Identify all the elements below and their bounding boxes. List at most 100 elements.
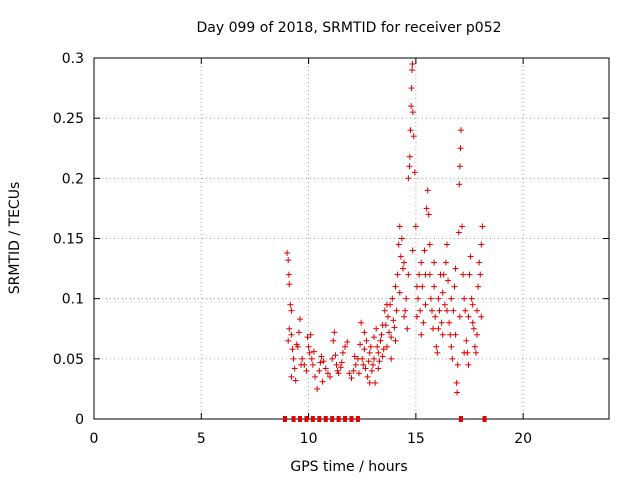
- data-point: [332, 352, 339, 359]
- data-point: [440, 271, 447, 278]
- data-point: [468, 295, 475, 302]
- data-point: [397, 253, 404, 260]
- data-point: [448, 343, 455, 350]
- data-point: [404, 325, 411, 332]
- data-point: [291, 365, 298, 372]
- data-point: [375, 365, 382, 372]
- data-point: [286, 325, 293, 332]
- zero-mark: [317, 416, 322, 422]
- data-point: [383, 343, 390, 350]
- zero-mark: [355, 416, 360, 422]
- data-point: [366, 379, 373, 386]
- zero-mark: [330, 416, 335, 422]
- data-point: [461, 349, 468, 356]
- data-point: [287, 301, 294, 308]
- data-point: [366, 349, 373, 356]
- data-point: [446, 319, 453, 326]
- data-point: [369, 361, 376, 368]
- data-point: [285, 257, 292, 264]
- data-point: [379, 353, 386, 360]
- data-point: [306, 349, 313, 356]
- data-point: [476, 259, 483, 266]
- data-point: [462, 307, 469, 314]
- data-point: [441, 301, 448, 308]
- data-point: [356, 370, 363, 377]
- data-point: [364, 373, 371, 380]
- data-point: [461, 295, 468, 302]
- data-point: [290, 355, 297, 362]
- data-point: [469, 301, 476, 308]
- data-point: [309, 361, 316, 368]
- data-point: [428, 307, 435, 314]
- data-point: [474, 307, 481, 314]
- data-point: [416, 271, 423, 278]
- data-point: [330, 337, 337, 344]
- data-point: [371, 355, 378, 362]
- data-point: [460, 271, 467, 278]
- data-point: [459, 223, 466, 230]
- data-point: [303, 367, 310, 374]
- zero-mark: [336, 416, 341, 422]
- zero-mark: [323, 416, 328, 422]
- data-point: [319, 378, 326, 385]
- data-point: [474, 331, 481, 338]
- data-point: [409, 61, 416, 68]
- data-point: [425, 211, 432, 218]
- y-tick-label: 0.3: [62, 51, 84, 67]
- data-point: [396, 289, 403, 296]
- data-point: [388, 334, 395, 341]
- data-point: [360, 361, 367, 368]
- data-point: [450, 307, 457, 314]
- data-point: [434, 349, 441, 356]
- zero-mark: [310, 416, 315, 422]
- data-point: [421, 247, 428, 254]
- data-point: [438, 319, 445, 326]
- x-tick-label: 5: [197, 431, 206, 447]
- data-point: [463, 337, 470, 344]
- data-point: [413, 313, 420, 320]
- data-point: [445, 277, 452, 284]
- x-tick-label: 10: [300, 431, 318, 447]
- y-tick-label: 0.2: [62, 171, 84, 187]
- data-point: [475, 283, 482, 290]
- data-point: [412, 223, 419, 230]
- x-axis-title: GPS time / hours: [290, 459, 407, 475]
- data-point: [318, 353, 325, 360]
- data-point: [405, 175, 412, 182]
- data-point: [357, 341, 364, 348]
- data-point: [350, 367, 357, 374]
- data-point: [426, 241, 433, 248]
- data-point: [331, 329, 338, 336]
- data-point: [327, 373, 334, 380]
- data-point: [367, 343, 374, 350]
- data-point: [362, 365, 369, 372]
- data-point: [426, 271, 433, 278]
- data-point: [289, 346, 296, 353]
- data-point: [295, 329, 302, 336]
- data-point: [453, 379, 460, 386]
- data-point: [431, 259, 438, 266]
- data-point: [431, 283, 438, 290]
- data-point: [408, 103, 415, 110]
- data-point: [427, 295, 434, 302]
- data-point: [316, 367, 323, 374]
- data-point: [381, 307, 388, 314]
- data-point: [406, 153, 413, 160]
- data-point: [396, 223, 403, 230]
- data-point: [376, 358, 383, 365]
- y-tick-label: 0.15: [53, 232, 84, 248]
- data-point: [317, 359, 324, 366]
- data-point: [470, 325, 477, 332]
- data-point: [409, 67, 416, 74]
- data-point: [413, 283, 420, 290]
- data-point: [400, 265, 406, 272]
- data-point: [372, 379, 379, 386]
- data-point: [433, 343, 440, 350]
- data-point: [284, 249, 291, 256]
- data-point: [288, 331, 295, 338]
- data-point: [351, 353, 358, 360]
- data-point: [395, 241, 402, 248]
- data-point: [471, 343, 478, 350]
- data-point: [424, 187, 431, 194]
